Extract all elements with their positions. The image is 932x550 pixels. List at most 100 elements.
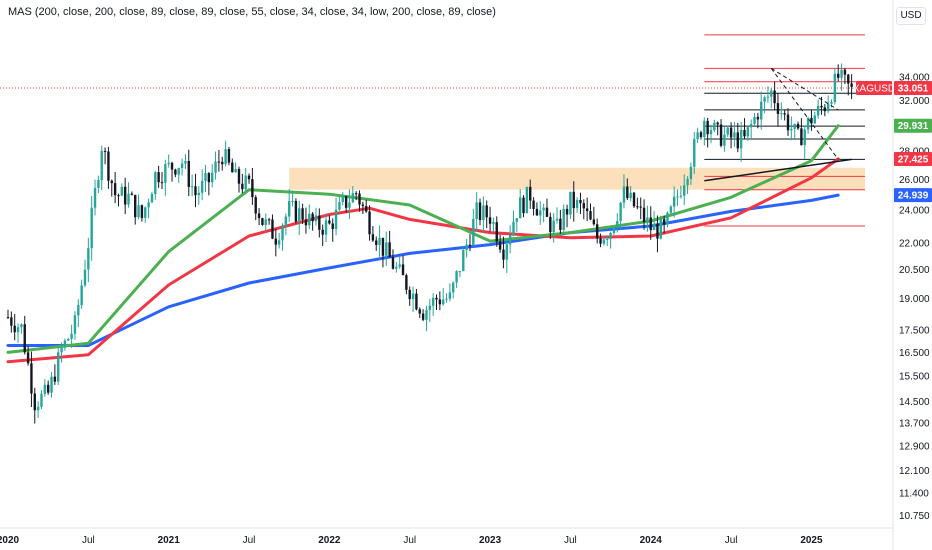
candle-body bbox=[749, 123, 753, 128]
candle-body bbox=[642, 207, 646, 223]
candle-body bbox=[713, 122, 716, 131]
candle-body bbox=[458, 271, 462, 273]
candle-body bbox=[368, 211, 371, 235]
candle-body bbox=[214, 161, 217, 173]
candle-body bbox=[743, 130, 746, 137]
candle-body bbox=[227, 149, 231, 163]
candle-body bbox=[187, 160, 190, 187]
candle-body bbox=[107, 151, 110, 181]
candle-body bbox=[395, 266, 398, 269]
candle-body bbox=[385, 242, 388, 256]
moving-average-line bbox=[6, 124, 840, 354]
candle-body bbox=[652, 223, 656, 230]
candle-body bbox=[569, 191, 572, 215]
candle-body bbox=[338, 202, 341, 210]
candle-body bbox=[160, 182, 164, 184]
y-tick-label: 11.400 bbox=[899, 489, 929, 500]
candle-body bbox=[502, 249, 505, 260]
candle-body bbox=[120, 186, 124, 196]
y-tick-label: 13.700 bbox=[899, 419, 930, 430]
y-tick-label: 22.000 bbox=[899, 238, 930, 249]
candle-body bbox=[411, 293, 415, 300]
x-tick-label: Jul bbox=[243, 535, 256, 546]
candle-body bbox=[763, 97, 766, 102]
candle-body bbox=[174, 169, 177, 175]
candle-body bbox=[324, 220, 328, 235]
candle-body bbox=[328, 220, 331, 224]
candle-body bbox=[666, 212, 669, 225]
candle-body bbox=[585, 208, 589, 212]
candle-body bbox=[495, 222, 498, 242]
candle-body bbox=[237, 168, 241, 184]
candle-body bbox=[140, 205, 144, 218]
candle-body bbox=[756, 116, 760, 120]
candle-body bbox=[505, 244, 509, 260]
candle-body bbox=[733, 132, 736, 138]
candle-body bbox=[800, 128, 803, 146]
candle-body bbox=[43, 384, 47, 394]
candle-body bbox=[595, 224, 599, 239]
candle-body bbox=[284, 216, 288, 227]
candle-body bbox=[659, 219, 662, 239]
candle-body bbox=[786, 114, 790, 131]
resistance-zone bbox=[289, 167, 865, 190]
candle-body bbox=[639, 206, 642, 208]
candle-body bbox=[723, 134, 726, 146]
candle-body bbox=[398, 264, 401, 267]
candle-body bbox=[6, 317, 10, 319]
candle-body bbox=[30, 363, 33, 394]
candle-body bbox=[468, 244, 472, 246]
y-tick-label: 12.900 bbox=[899, 442, 930, 453]
candle-body bbox=[244, 175, 247, 190]
y-tick-label: 34.000 bbox=[899, 73, 930, 84]
candle-body bbox=[462, 250, 465, 272]
x-tick-label: 2021 bbox=[158, 535, 181, 546]
candle-body bbox=[689, 166, 693, 179]
price-axis-label: 24.939 bbox=[898, 191, 929, 202]
candle-body bbox=[739, 130, 743, 149]
candle-body bbox=[57, 352, 60, 382]
candle-body bbox=[559, 218, 562, 230]
candle-body bbox=[10, 317, 13, 326]
candle-body bbox=[137, 205, 140, 218]
candle-body bbox=[709, 130, 713, 135]
candle-body bbox=[535, 208, 539, 216]
candle-body bbox=[783, 113, 786, 115]
candle-body bbox=[103, 150, 107, 152]
candle-body bbox=[632, 192, 636, 207]
candle-body bbox=[60, 347, 63, 353]
candle-body bbox=[308, 213, 311, 226]
candle-body bbox=[562, 208, 565, 230]
candle-body bbox=[381, 237, 385, 256]
candle-body bbox=[780, 113, 783, 115]
candle-body bbox=[190, 186, 194, 188]
candle-body bbox=[358, 193, 361, 205]
candle-body bbox=[793, 123, 796, 129]
candle-body bbox=[515, 218, 519, 222]
y-tick-label: 19.000 bbox=[899, 294, 930, 305]
trendline bbox=[704, 158, 852, 182]
candle-body bbox=[820, 105, 823, 108]
candle-body bbox=[810, 117, 813, 124]
x-tick-label: Jul bbox=[403, 535, 416, 546]
candle-body bbox=[344, 196, 348, 208]
candle-body bbox=[177, 168, 180, 175]
candle-body bbox=[592, 219, 596, 225]
candle-body bbox=[36, 406, 40, 411]
candle-body bbox=[796, 123, 800, 129]
candle-body bbox=[629, 192, 632, 199]
candle-body bbox=[472, 218, 475, 246]
candle-body bbox=[254, 197, 257, 214]
candle-body bbox=[706, 120, 709, 135]
candle-body bbox=[184, 160, 187, 164]
candle-body bbox=[475, 202, 478, 219]
x-tick-label: 2024 bbox=[640, 535, 663, 546]
candle-body bbox=[719, 124, 723, 146]
candle-body bbox=[90, 207, 93, 249]
currency-label[interactable]: USD bbox=[896, 7, 926, 25]
price-axis-label: 27.425 bbox=[898, 154, 929, 165]
candle-body bbox=[823, 107, 827, 112]
candle-body bbox=[26, 352, 30, 364]
candle-body bbox=[257, 213, 261, 219]
candle-body bbox=[93, 188, 97, 208]
